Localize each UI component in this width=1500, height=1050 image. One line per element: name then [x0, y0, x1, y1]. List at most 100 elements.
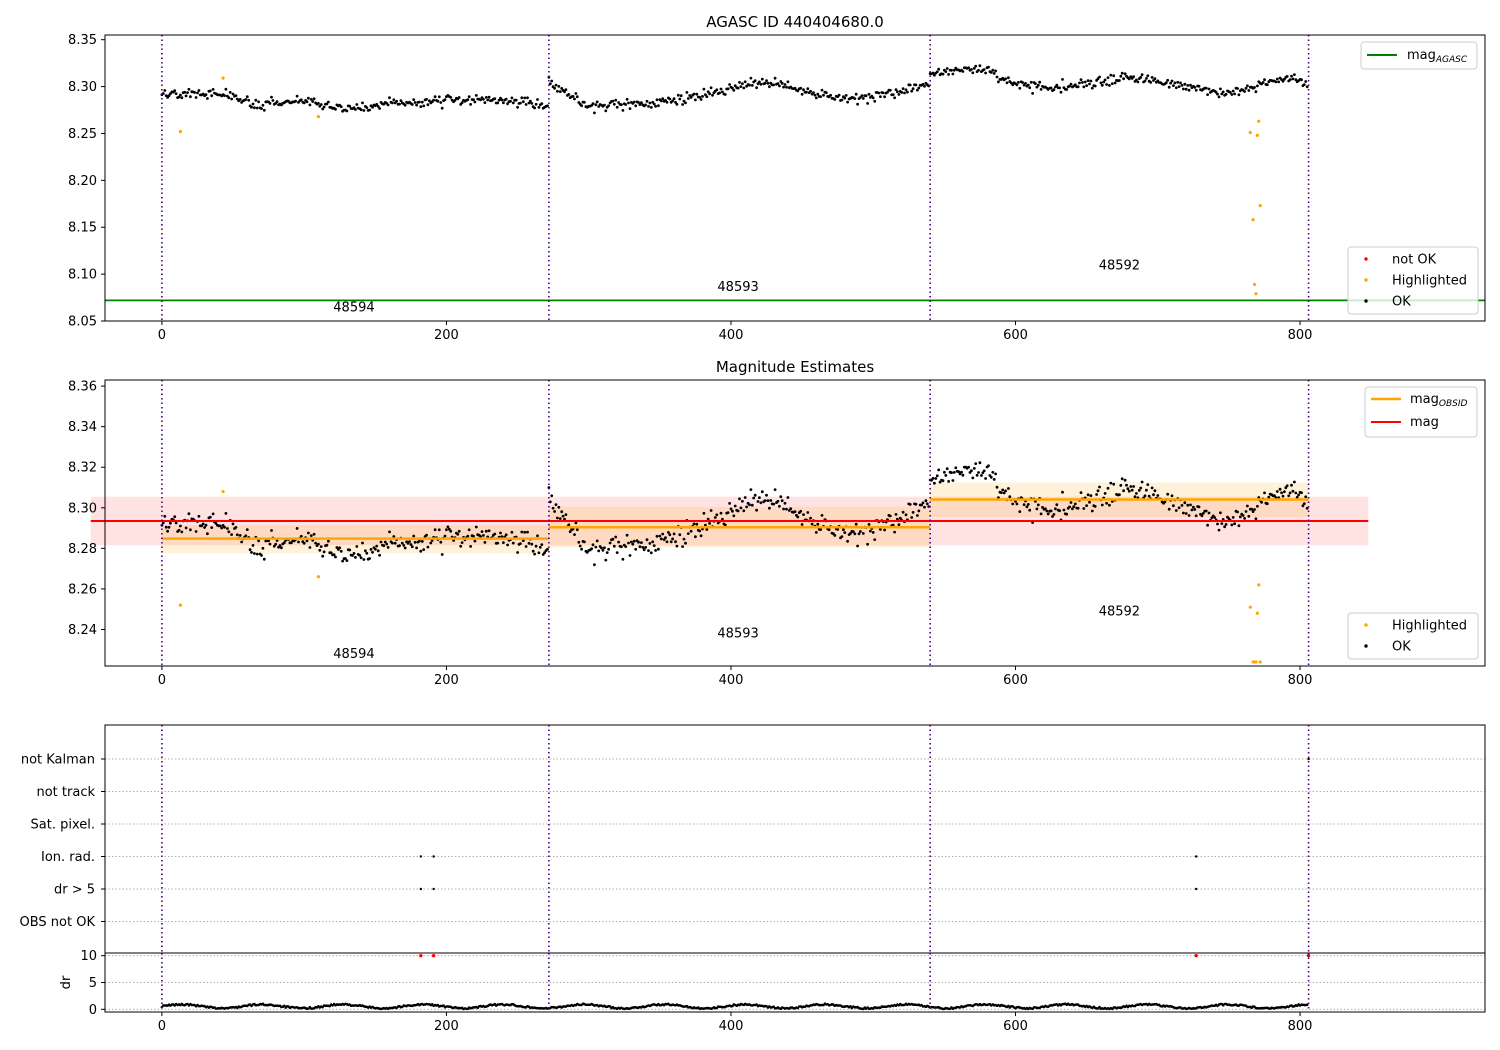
highlighted-point — [1255, 133, 1259, 137]
ok-point — [648, 101, 652, 105]
ok-point — [742, 86, 746, 90]
ok-point — [1163, 500, 1167, 504]
ok-point — [743, 80, 747, 84]
y-tick-label: 8.32 — [68, 461, 97, 476]
flag-point — [1194, 855, 1198, 858]
obsid-label: 48593 — [717, 627, 758, 642]
ok-point — [1183, 82, 1187, 86]
ok-point — [1300, 491, 1303, 495]
ok-point — [733, 504, 737, 508]
ok-point — [255, 106, 259, 110]
ok-point — [1031, 92, 1034, 95]
ok-point — [943, 470, 946, 474]
ok-point — [571, 95, 575, 98]
ok-point — [474, 525, 478, 529]
ok-point — [533, 552, 536, 556]
ok-point — [1166, 78, 1170, 82]
ok-point — [1095, 493, 1098, 496]
ok-point — [1093, 505, 1097, 508]
ok-point — [1055, 83, 1059, 87]
y-tick-label: 0 — [89, 1003, 97, 1018]
ok-point — [297, 540, 300, 544]
ok-point — [1236, 87, 1239, 90]
ok-point — [560, 87, 564, 90]
ok-point — [843, 96, 847, 100]
ok-point — [519, 101, 522, 105]
ok-point — [261, 546, 265, 550]
ok-point — [1004, 489, 1007, 493]
ok-point — [921, 501, 925, 505]
ok-point — [593, 563, 596, 567]
ok-point — [536, 534, 539, 538]
ok-point — [1105, 83, 1108, 86]
y-tick-label: 8.10 — [68, 268, 97, 283]
ok-point — [1253, 86, 1256, 89]
ok-point — [410, 545, 414, 549]
ok-point — [1153, 489, 1157, 493]
ok-point — [657, 104, 660, 108]
ok-point — [1172, 84, 1175, 87]
ok-point — [1150, 76, 1154, 79]
ok-point — [1139, 486, 1143, 490]
ok-point — [574, 521, 578, 525]
ok-point — [664, 536, 667, 540]
ok-point — [842, 528, 845, 532]
ok-point — [573, 533, 576, 536]
ok-point — [637, 101, 640, 104]
ok-point — [1123, 72, 1127, 76]
ok-point — [749, 76, 753, 80]
ok-point — [871, 96, 875, 100]
ok-point — [1122, 489, 1125, 493]
ok-point — [1085, 504, 1088, 507]
dr-clipped-point — [1306, 953, 1311, 958]
obsid-label: 48594 — [333, 647, 374, 662]
ok-point — [224, 512, 228, 515]
ok-point — [1079, 491, 1083, 494]
ok-point — [540, 102, 544, 105]
ok-point — [659, 99, 663, 103]
ok-point — [1166, 492, 1170, 496]
ok-point — [766, 499, 770, 502]
ok-point — [1304, 80, 1308, 83]
ok-point — [473, 100, 477, 104]
ok-point — [600, 546, 603, 550]
ok-point — [810, 522, 814, 526]
ok-point — [840, 535, 844, 538]
ok-point — [1278, 487, 1282, 491]
ok-point — [723, 523, 727, 527]
ok-point — [1164, 81, 1168, 85]
ok-point — [226, 527, 229, 530]
ok-point — [632, 539, 636, 543]
ok-point — [665, 100, 669, 104]
x-tick-label: 800 — [1288, 328, 1313, 343]
ok-point — [1217, 528, 1221, 532]
ok-point — [206, 532, 209, 536]
ok-point — [1285, 75, 1289, 78]
ok-point — [1090, 509, 1094, 513]
ok-point — [173, 515, 177, 519]
ok-point — [937, 468, 941, 472]
ok-point — [894, 88, 898, 91]
highlighted-point — [316, 114, 321, 119]
ok-point — [896, 90, 899, 94]
y-tick-label: 8.35 — [68, 33, 97, 48]
ok-point — [536, 98, 539, 101]
ok-point — [914, 502, 918, 506]
ok-point — [709, 509, 713, 512]
ok-point — [376, 105, 380, 108]
ok-point — [628, 107, 632, 110]
ok-point — [970, 469, 973, 473]
ok-point — [711, 93, 714, 97]
ok-point — [891, 93, 895, 96]
ok-point — [995, 75, 999, 79]
ok-point — [1293, 73, 1296, 76]
ok-point — [621, 109, 625, 112]
ok-point — [672, 532, 676, 536]
ok-point — [378, 553, 381, 557]
ok-points-0 — [160, 64, 1309, 115]
ok-point — [689, 96, 693, 99]
ok-point — [947, 73, 950, 76]
ok-point — [504, 533, 508, 537]
ok-point — [1038, 80, 1042, 84]
ok-point — [772, 83, 776, 87]
